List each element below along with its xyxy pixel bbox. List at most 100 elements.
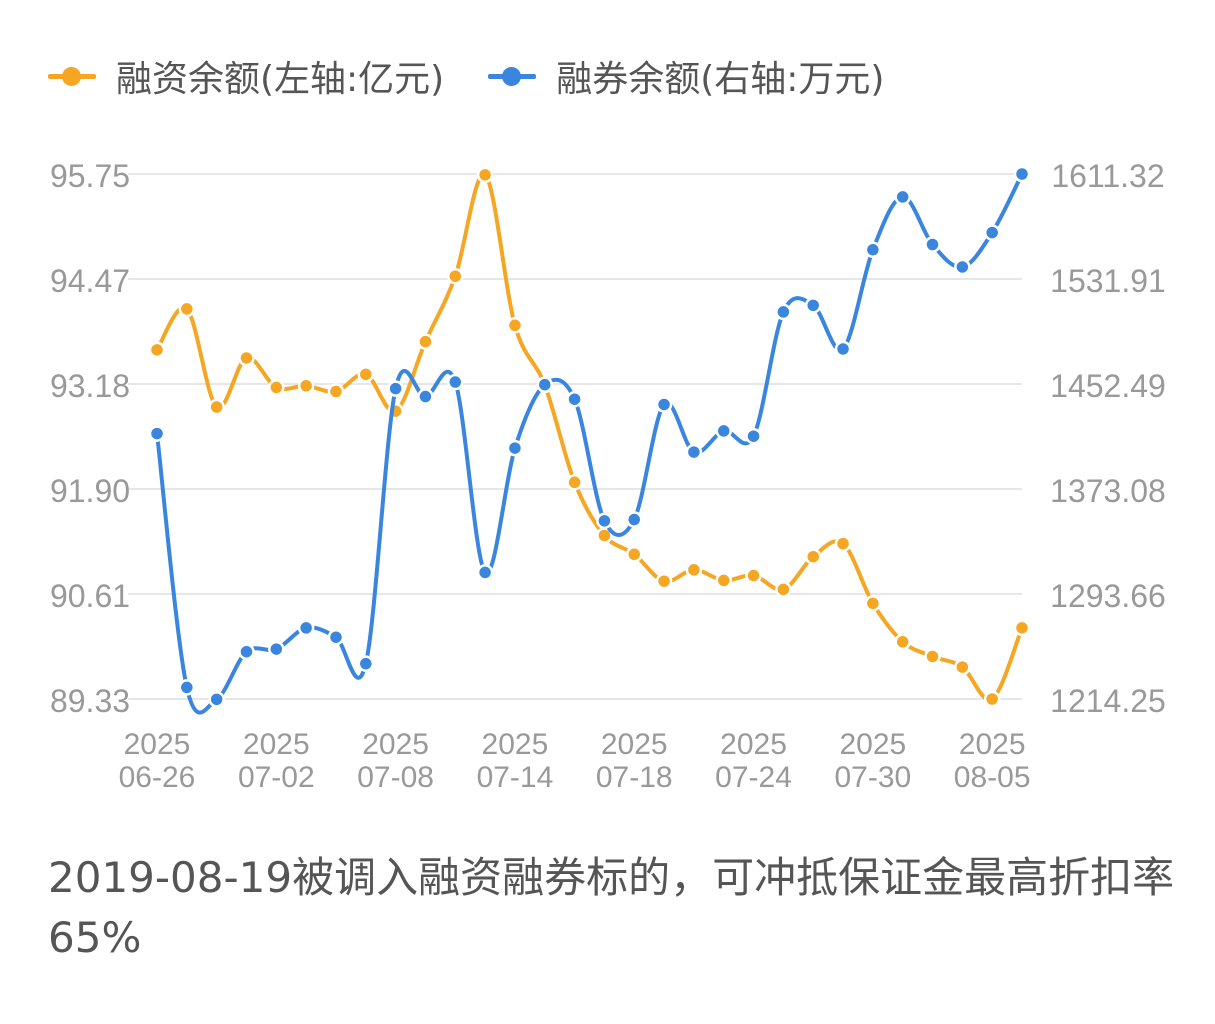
y-right-tick-label: 1611.32 (1051, 158, 1164, 194)
data-point-short-selling (387, 380, 404, 397)
data-point-short-selling (804, 297, 822, 314)
data-point-financing (327, 383, 345, 400)
y-right-tick-label: 1214.25 (1050, 683, 1166, 719)
data-point-short-selling (268, 640, 285, 658)
data-point-short-selling (447, 373, 464, 391)
data-point-financing (357, 366, 375, 383)
data-point-short-selling (148, 425, 166, 442)
data-point-financing (745, 567, 762, 584)
data-point-financing (178, 300, 196, 318)
data-point-short-selling (775, 303, 792, 321)
y-left-tick-label: 94.47 (50, 263, 130, 299)
x-tick-date: 06-26 (119, 761, 196, 794)
data-point-short-selling (924, 236, 941, 253)
data-point-short-selling (864, 241, 882, 259)
data-point-financing (566, 474, 583, 491)
legend-item-financing[interactable]: 融资余额(左轴:亿元) (48, 50, 444, 102)
x-tick-date: 07-08 (357, 761, 434, 794)
legend-dot-icon (502, 67, 522, 86)
y-right-tick-label: 1373.08 (1050, 473, 1166, 509)
data-point-financing (1013, 619, 1031, 637)
data-point-financing (148, 341, 166, 359)
data-point-short-selling (476, 564, 494, 581)
data-point-short-selling (745, 427, 762, 445)
grid-lines (128, 173, 1022, 700)
data-point-financing (447, 267, 464, 285)
data-point-short-selling (238, 643, 255, 660)
data-point-short-selling (685, 443, 703, 461)
data-point-financing (834, 535, 852, 552)
legend-swatch-financing (48, 64, 96, 88)
x-tick-date: 07-18 (596, 761, 673, 794)
data-point-financing (238, 349, 255, 367)
data-point-short-selling (834, 340, 852, 358)
data-point-financing (417, 333, 434, 350)
y-left-tick-label: 95.75 (50, 158, 130, 194)
data-point-short-selling (417, 388, 434, 405)
data-point-financing (894, 633, 911, 651)
margin-note: 2019-08-19被调入融资融券标的，可冲抵保证金最高折扣率65% (48, 853, 1175, 962)
x-tick-date: 07-14 (477, 761, 554, 794)
y-left-tick-label: 89.33 (50, 683, 130, 719)
series-group (148, 165, 1031, 715)
x-tick-year: 2025 (839, 728, 906, 761)
x-tick-date: 07-24 (715, 761, 792, 794)
data-point-financing (715, 572, 732, 589)
data-point-short-selling (297, 619, 315, 637)
y-left-tick-label: 90.61 (50, 578, 130, 614)
data-point-financing (208, 398, 225, 416)
x-tick-date: 07-30 (834, 761, 911, 794)
data-point-short-selling (954, 258, 971, 276)
y-left-tick-label: 91.90 (50, 473, 130, 509)
data-point-short-selling (178, 679, 196, 696)
legend-label-financing: 融资余额(左轴:亿元) (116, 59, 445, 100)
line-chart: 95.75 94.47 93.18 91.90 90.61 89.33 1611.32 15… (50, 158, 1166, 794)
data-point-short-selling (1013, 165, 1031, 183)
data-point-short-selling (506, 439, 524, 457)
x-tick-date: 07-02 (238, 761, 315, 794)
data-point-financing (268, 379, 285, 396)
data-point-financing (506, 317, 524, 334)
data-point-short-selling (894, 188, 911, 206)
data-point-short-selling (208, 691, 225, 708)
series-line-financing (155, 172, 1024, 702)
data-point-short-selling (327, 628, 345, 646)
data-point-financing (804, 548, 822, 565)
data-point-financing (864, 595, 882, 612)
data-point-financing (625, 546, 643, 563)
data-point-short-selling (655, 396, 673, 413)
x-tick-year: 2025 (720, 728, 787, 761)
data-point-short-selling (566, 390, 583, 408)
data-point-financing (655, 572, 673, 590)
data-point-short-selling (536, 376, 554, 393)
data-point-short-selling (357, 655, 375, 672)
y-axis-right: 1611.32 1531.91 1452.49 1373.08 1293.66 1214.… (1050, 158, 1166, 719)
y-right-tick-label: 1531.91 (1050, 263, 1166, 299)
y-right-tick-label: 1293.66 (1050, 578, 1166, 614)
x-tick-year: 2025 (362, 728, 429, 761)
y-right-tick-label: 1452.49 (1050, 368, 1166, 404)
legend-swatch-short-selling (488, 64, 537, 88)
x-tick-year: 2025 (959, 728, 1026, 761)
data-point-financing (476, 166, 494, 184)
data-point-financing (924, 648, 941, 665)
legend-dot-icon (62, 67, 81, 86)
data-point-financing (775, 581, 792, 598)
y-left-tick-label: 93.18 (50, 368, 130, 404)
data-point-financing (954, 658, 971, 676)
legend: 融资余额(左轴:亿元) 融券余额(右轴:万元) (48, 48, 928, 104)
x-tick-year: 2025 (124, 728, 191, 761)
x-tick-year: 2025 (482, 728, 549, 761)
data-point-financing (983, 690, 1001, 708)
x-tick-year: 2025 (243, 728, 310, 761)
data-point-financing (685, 561, 703, 579)
data-point-short-selling (596, 512, 613, 530)
x-tick-date: 08-05 (954, 761, 1031, 794)
data-point-financing (297, 377, 315, 395)
data-point-short-selling (983, 224, 1001, 241)
data-point-short-selling (625, 511, 643, 528)
data-point-short-selling (715, 422, 732, 440)
legend-label-short-selling: 融券余额(右轴:万元) (556, 59, 885, 100)
legend-item-short-selling[interactable]: 融券余额(右轴:万元) (488, 50, 884, 102)
x-tick-year: 2025 (601, 728, 668, 761)
